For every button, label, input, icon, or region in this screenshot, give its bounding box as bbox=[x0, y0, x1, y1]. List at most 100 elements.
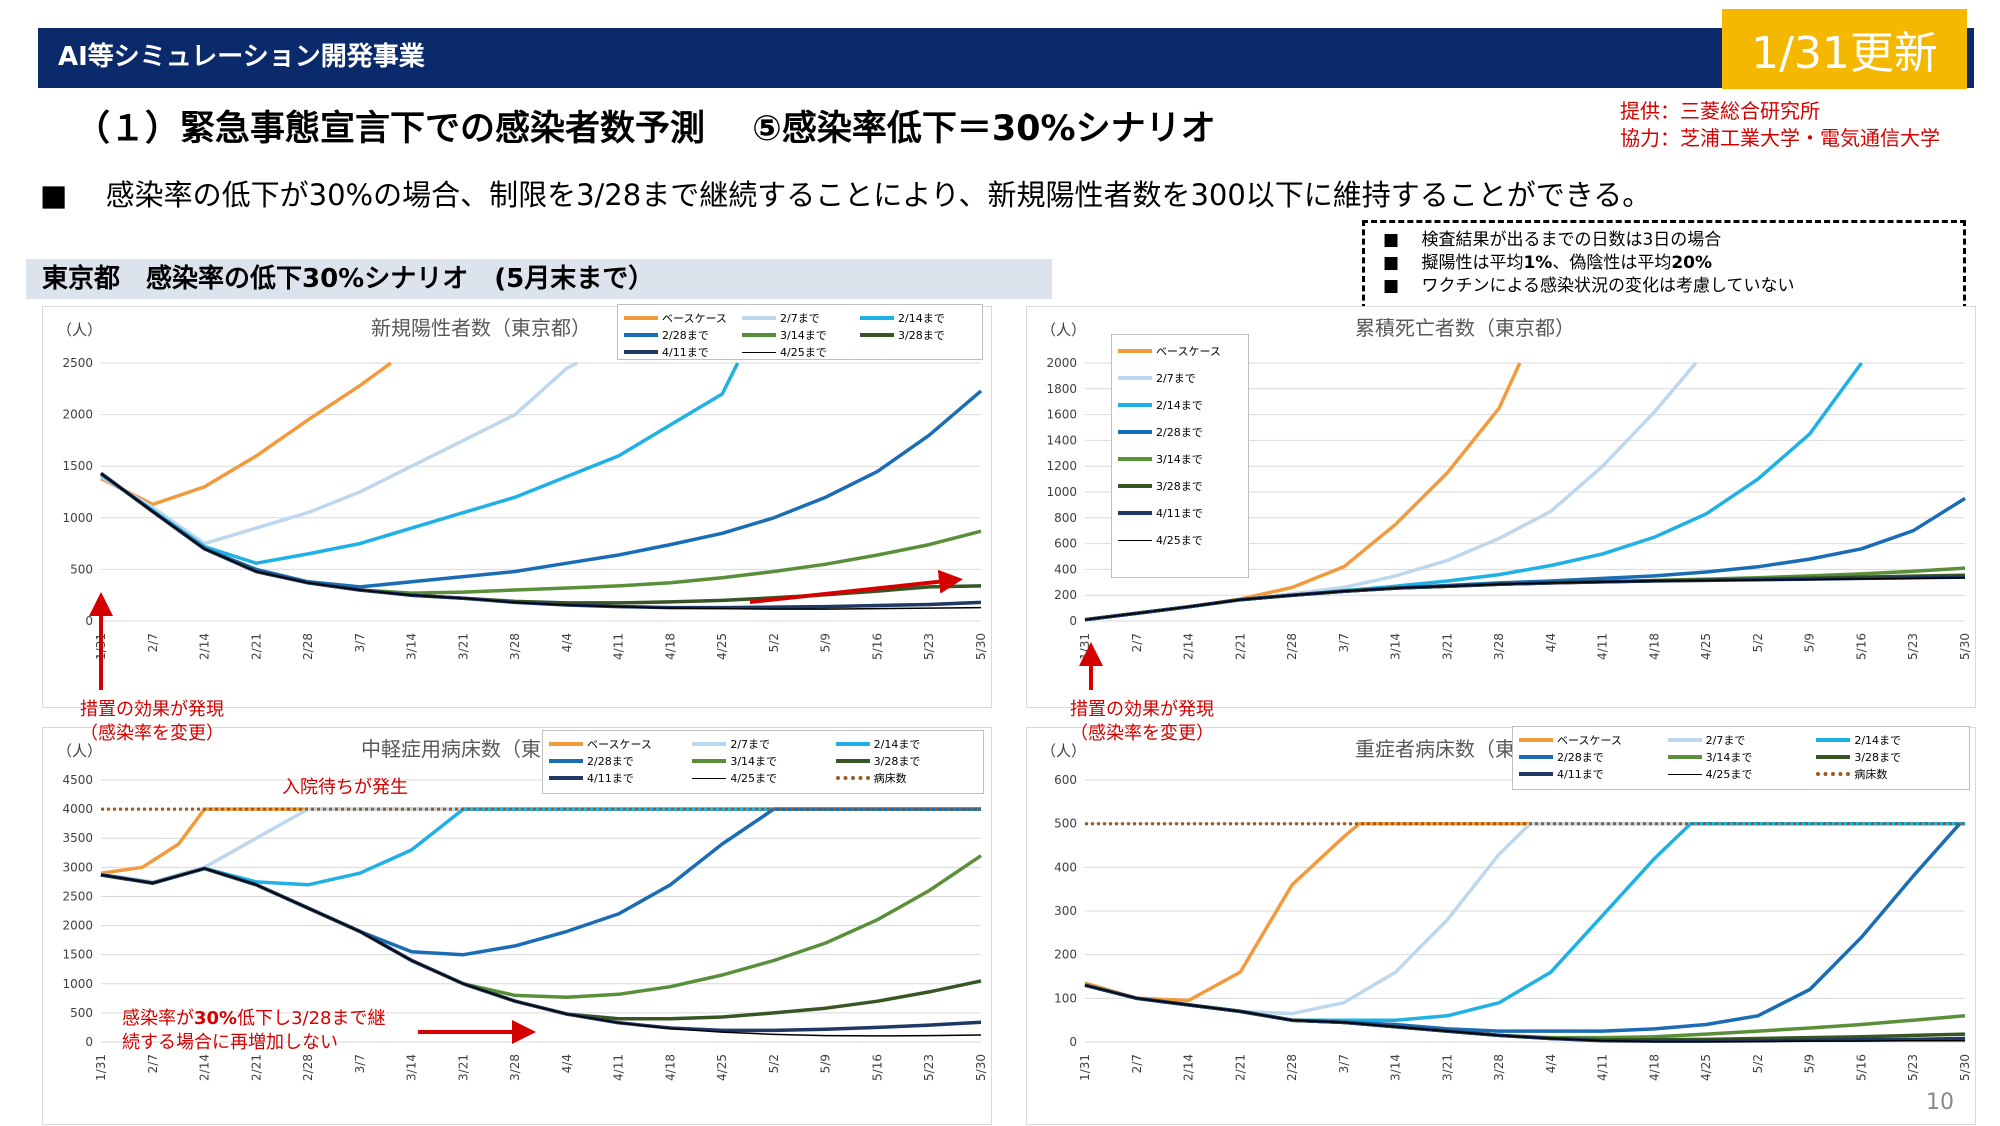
legend-item: 3/14まで bbox=[1118, 451, 1203, 467]
x-tick-label: 5/2 bbox=[767, 633, 781, 652]
legend-label: 4/25まで bbox=[1156, 534, 1203, 547]
x-tick-label: 3/14 bbox=[1389, 633, 1403, 660]
legend-item: 4/25まで bbox=[692, 770, 777, 786]
x-tick-label: 2/14 bbox=[198, 1054, 212, 1081]
y-axis-label: （人） bbox=[1041, 742, 1086, 760]
legend-item: ベースケース bbox=[1519, 732, 1622, 748]
x-tick-label: 5/9 bbox=[1803, 1054, 1817, 1073]
x-tick-label: 5/30 bbox=[1958, 633, 1972, 660]
y-tick-label: 4500 bbox=[62, 773, 93, 787]
legend-cumulative-deaths: ベースケース 2/7まで 2/14まで 2/28まで 3/14まで 3/28まで 4/11ま… bbox=[1111, 334, 1249, 578]
y-axis-label: （人） bbox=[1041, 321, 1086, 339]
y-tick-label: 500 bbox=[70, 1006, 93, 1020]
legend-label: ベースケース bbox=[587, 738, 652, 751]
note-2-value-2: 20% bbox=[1671, 253, 1713, 273]
y-tick-label: 1400 bbox=[1046, 433, 1077, 447]
x-tick-label: 2/28 bbox=[301, 1054, 315, 1081]
y-tick-label: 1200 bbox=[1046, 459, 1077, 473]
chart-svg: 中軽症用病床数（東京都）（人）0500100015002000250030003… bbox=[57, 737, 988, 1081]
x-tick-label: 4/4 bbox=[560, 633, 574, 652]
legend-label: 3/28まで bbox=[873, 755, 921, 768]
legend-item: 2/14まで bbox=[860, 310, 945, 326]
x-tick-label: 5/30 bbox=[974, 633, 988, 660]
legend-item: 2/7まで bbox=[742, 310, 820, 326]
y-tick-label: 2000 bbox=[1046, 356, 1077, 370]
y-tick-label: 1000 bbox=[1046, 485, 1077, 499]
legend-item: 4/11まで bbox=[1118, 505, 1203, 521]
rebound-line-1: 感染率が30%低下し3/28まで継 bbox=[122, 1007, 386, 1031]
x-tick-label: 5/9 bbox=[819, 1054, 833, 1073]
legend-mild-beds: ベースケース 2/7まで 2/14まで 2/28まで 3/14まで 3/28まで 4/11ま… bbox=[542, 730, 984, 794]
legend-swatch bbox=[835, 759, 870, 763]
page-number: 10 bbox=[1926, 1090, 1954, 1115]
legend-swatch bbox=[835, 742, 870, 746]
legend-label: 2/7まで bbox=[1156, 372, 1196, 385]
y-tick-label: 200 bbox=[1054, 588, 1077, 602]
x-tick-label: 4/25 bbox=[715, 1054, 729, 1081]
x-tick-label: 4/4 bbox=[560, 1054, 574, 1073]
legend-label: 3/14まで bbox=[1705, 751, 1753, 764]
y-tick-label: 600 bbox=[1054, 537, 1077, 551]
legend-severe-beds: ベースケース 2/7まで 2/14まで 2/28まで 3/14まで 3/28まで 4/11ま… bbox=[1512, 726, 1970, 790]
y-tick-label: 1500 bbox=[62, 948, 93, 962]
legend-label: 3/14まで bbox=[1156, 453, 1203, 466]
legend-swatch bbox=[1118, 457, 1152, 461]
x-tick-label: 2/14 bbox=[1182, 1054, 1196, 1081]
x-tick-label: 3/14 bbox=[1389, 1054, 1403, 1081]
section-label: 東京都 感染率の低下30%シナリオ (5月末まで） bbox=[26, 259, 1052, 299]
legend-swatch bbox=[692, 742, 727, 746]
x-tick-label: 2/7 bbox=[1130, 633, 1144, 652]
x-tick-label: 2/28 bbox=[1285, 1054, 1299, 1081]
x-tick-label: 5/23 bbox=[922, 633, 936, 660]
note-2: ■ 擬陽性は平均1%、偽陰性は平均20% bbox=[1383, 252, 1963, 275]
legend-label: 2/28まで bbox=[662, 329, 709, 342]
x-tick-label: 5/2 bbox=[1751, 1054, 1765, 1073]
x-tick-label: 2/28 bbox=[1285, 633, 1299, 660]
x-tick-label: 5/2 bbox=[1751, 633, 1765, 652]
effect-annotation-left: 措置の効果が発現 （感染率を変更） bbox=[80, 698, 224, 746]
x-tick-label: 5/9 bbox=[819, 633, 833, 652]
y-tick-label: 0 bbox=[1069, 614, 1077, 628]
legend-item: ベースケース bbox=[624, 310, 727, 326]
x-tick-label: 4/18 bbox=[663, 1054, 677, 1081]
x-tick-label: 4/25 bbox=[1699, 1054, 1713, 1081]
legend-label: 2/7まで bbox=[730, 738, 771, 751]
x-tick-label: 5/23 bbox=[922, 1054, 936, 1081]
x-tick-label: 3/28 bbox=[508, 633, 522, 660]
x-tick-label: 4/11 bbox=[612, 1054, 626, 1081]
legend-item: 3/28まで bbox=[1816, 749, 1901, 765]
y-tick-label: 200 bbox=[1054, 948, 1077, 962]
legend-label: 2/28まで bbox=[587, 755, 634, 768]
x-tick-label: 3/28 bbox=[508, 1054, 522, 1081]
x-tick-label: 4/18 bbox=[1647, 633, 1661, 660]
hospital-wait-annotation: 入院待ちが発生 bbox=[282, 777, 408, 798]
note-2-value-1: 1% bbox=[1523, 253, 1553, 273]
legend-swatch bbox=[1118, 430, 1152, 434]
legend-swatch bbox=[1816, 738, 1851, 742]
effect-line-1: 措置の効果が発現 bbox=[80, 699, 224, 720]
x-tick-label: 3/28 bbox=[1492, 1054, 1506, 1081]
legend-item: 3/14まで bbox=[692, 753, 777, 769]
x-tick-label: 2/7 bbox=[146, 633, 160, 652]
x-tick-label: 5/23 bbox=[1906, 1054, 1920, 1081]
y-tick-label: 600 bbox=[1054, 773, 1077, 787]
x-tick-label: 5/23 bbox=[1906, 633, 1920, 660]
x-tick-label: 2/14 bbox=[1182, 633, 1196, 660]
legend-label: 病床数 bbox=[1854, 768, 1888, 781]
legend-label: 4/11まで bbox=[662, 346, 709, 359]
effect-annotation-right: 措置の効果が発現 （感染率を変更） bbox=[1070, 698, 1214, 746]
legend-item: ベースケース bbox=[1118, 343, 1221, 359]
legend-swatch bbox=[1816, 755, 1851, 759]
x-tick-label: 3/7 bbox=[353, 633, 367, 652]
x-tick-label: 3/7 bbox=[353, 1054, 367, 1073]
x-tick-label: 5/16 bbox=[870, 1054, 884, 1081]
note-1: ■ 検査結果が出るまでの日数は3日の場合 bbox=[1383, 230, 1722, 250]
x-tick-label: 3/14 bbox=[405, 633, 419, 660]
x-tick-label: 4/11 bbox=[1596, 633, 1610, 660]
note-2-prefix: ■ 擬陽性は平均 bbox=[1383, 253, 1524, 273]
y-tick-label: 0 bbox=[85, 614, 93, 628]
x-tick-label: 5/30 bbox=[1958, 1054, 1972, 1081]
legend-label: 2/7まで bbox=[780, 312, 820, 325]
legend-item: 2/28まで bbox=[1118, 424, 1203, 440]
